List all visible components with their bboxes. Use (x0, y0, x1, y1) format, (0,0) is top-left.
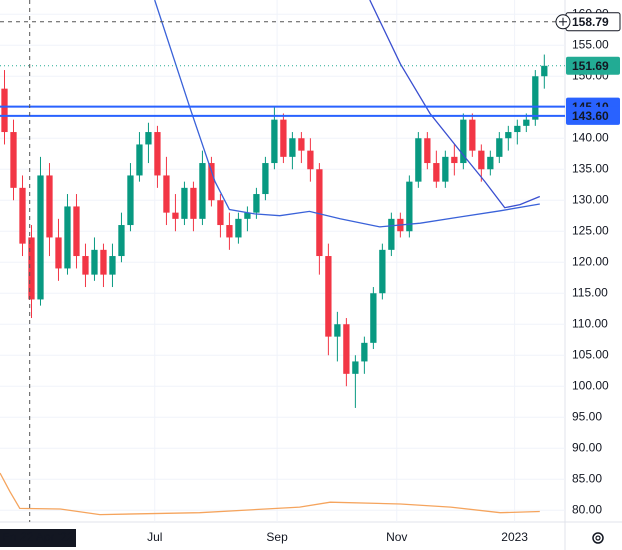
y-tick-label: 155.00 (572, 37, 609, 51)
indicator-line (0, 472, 540, 516)
candle-body (55, 237, 62, 269)
price-label-box (566, 56, 620, 75)
crosshair-date: Fri 22 Apr '22 (3, 530, 74, 544)
candle-body (271, 119, 278, 164)
candle-body (163, 175, 170, 213)
candle-body (352, 361, 359, 374)
candle-body (118, 225, 125, 257)
price-label: 151.69 (572, 59, 609, 73)
candle-body (145, 132, 152, 145)
settings-icon[interactable] (592, 532, 604, 544)
candle-body (532, 76, 539, 120)
candle-body (307, 150, 314, 170)
y-tick-label: 115.00 (572, 285, 608, 299)
y-tick-label: 85.00 (572, 471, 602, 485)
x-tick-label: 2023 (501, 530, 528, 544)
candle-body (10, 132, 17, 188)
candle-body (64, 206, 71, 269)
candle-body (361, 342, 368, 362)
y-tick-label: 135.00 (572, 161, 609, 175)
y-tick-label: 120.00 (572, 254, 609, 268)
candle-body (262, 163, 269, 195)
y-tick-label: 140.00 (572, 130, 609, 144)
candle-body (244, 212, 251, 219)
candle-body (28, 237, 35, 300)
candle-body (415, 138, 422, 182)
y-tick-label: 95.00 (572, 409, 602, 423)
x-tick-label: Jul (147, 530, 162, 544)
candle-body (523, 119, 530, 126)
candle-body (487, 156, 494, 170)
candle-body (370, 293, 377, 343)
y-tick-label: 130.00 (572, 192, 609, 206)
y-tick-label: 90.00 (572, 440, 602, 454)
plus-icon (559, 17, 567, 26)
y-tick-label: 110.00 (572, 316, 608, 330)
candle-body (172, 212, 179, 219)
candle-body (289, 138, 296, 157)
candle-body (208, 163, 215, 201)
indicator-line (154, 0, 540, 228)
candle-body (298, 138, 305, 151)
candle-body (433, 163, 440, 182)
candle-body (496, 138, 503, 157)
candle-body (235, 218, 242, 238)
candle-body (280, 119, 287, 157)
plot (0, 0, 565, 522)
candle-body (460, 119, 467, 164)
y-tick-label: 100.00 (572, 378, 609, 392)
candle-body (109, 256, 116, 275)
candle-body (136, 144, 143, 176)
y-tick-label: 80.00 (572, 502, 602, 516)
candle-body (442, 156, 449, 182)
candle-body (127, 175, 134, 226)
candle-body (181, 187, 188, 219)
candle-body (226, 225, 233, 238)
candle-body (199, 163, 206, 219)
candle-body (514, 125, 521, 133)
crosshair-date-box (0, 529, 76, 547)
candle-body (334, 324, 341, 337)
candle-body (190, 187, 197, 219)
x-tick-label: Sep (266, 530, 288, 544)
candle-body (316, 169, 323, 257)
y-tick-label: 125.00 (572, 223, 609, 237)
candle-body (91, 249, 98, 275)
candle-body (73, 206, 80, 257)
candle-body (469, 119, 476, 151)
candle-body (505, 132, 512, 139)
y-tick-label: 105.00 (572, 347, 609, 361)
candle-body (217, 200, 224, 226)
price-label: 143.60 (572, 109, 609, 123)
price-label: 158.79 (572, 15, 609, 29)
candle-body (478, 150, 485, 170)
candle-body (379, 249, 386, 294)
candle-body (424, 138, 431, 164)
indicator-line (369, 0, 541, 209)
candle-body (154, 132, 161, 176)
candle-body (343, 324, 350, 374)
candle-body (46, 175, 53, 238)
candle-body (1, 88, 8, 133)
candle-body (406, 181, 413, 232)
candle-body (19, 187, 26, 244)
candle-body (541, 65, 548, 77)
price-label-box (566, 106, 620, 125)
x-tick-label: Nov (386, 530, 407, 544)
candle-body (325, 256, 332, 337)
candle-body (253, 194, 260, 213)
candle-body (100, 249, 107, 275)
candle-body (82, 256, 89, 275)
candle-body (388, 218, 395, 250)
candle-body (37, 175, 44, 300)
candle-body (451, 156, 458, 164)
